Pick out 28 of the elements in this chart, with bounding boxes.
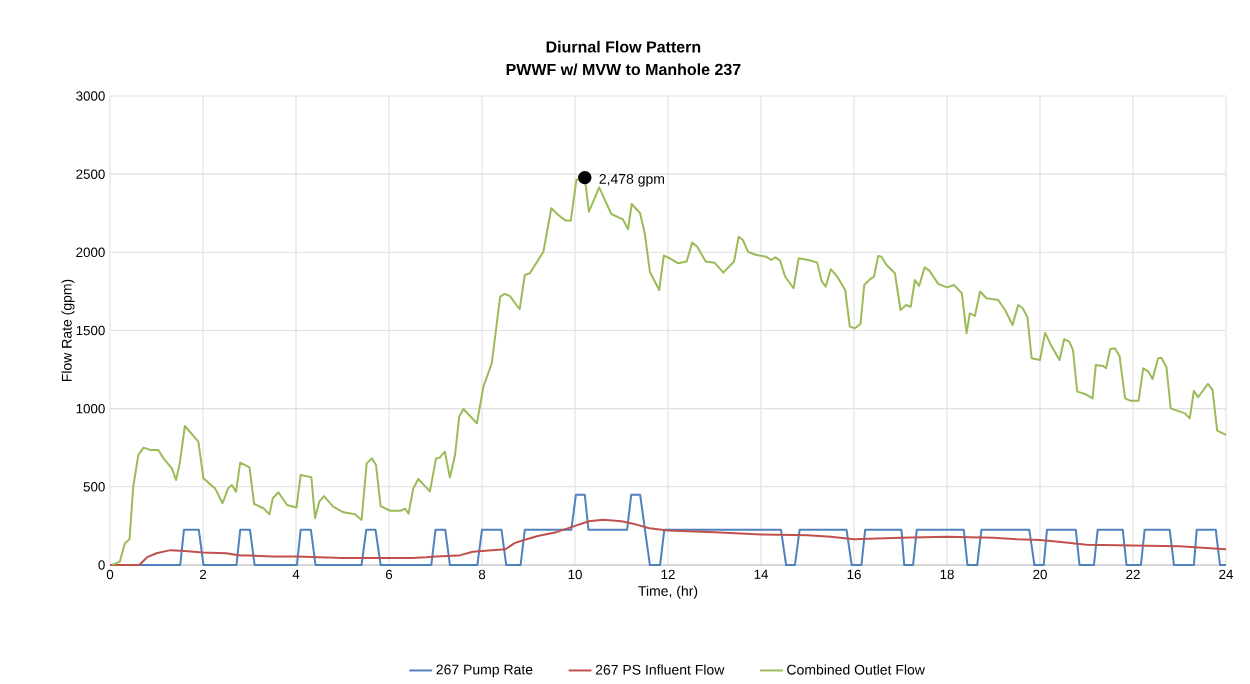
y-tick-label: 500 (83, 482, 105, 492)
y-tick-label: 2000 (76, 247, 105, 258)
x-tick-label: 14 (754, 569, 769, 579)
x-tick-label: 18 (940, 569, 954, 580)
chart-title: Diurnal Flow Pattern (546, 40, 701, 53)
legend-label: Combined Outlet Flow (787, 664, 925, 675)
y-tick-label: 1500 (76, 325, 105, 336)
y-tick-label: 0 (98, 560, 105, 570)
x-tick-label: 0 (106, 569, 114, 580)
x-tick-label: 8 (478, 569, 486, 580)
x-tick-label: 12 (661, 569, 675, 580)
x-tick-label: 2 (199, 569, 207, 580)
x-tick-label: 24 (1219, 569, 1234, 580)
legend-label: 267 Pump Rate (436, 664, 533, 678)
x-tick-label: 20 (1033, 569, 1047, 580)
x-tick-label: 10 (568, 569, 582, 580)
x-tick-label: 4 (292, 569, 300, 579)
y-tick-label: 3000 (76, 91, 105, 101)
x-tick-label: 22 (1126, 569, 1140, 580)
y-tick-label: 1000 (76, 403, 105, 414)
x-tick-label: 16 (847, 569, 861, 580)
legend-label: 267 PS Influent Flow (595, 664, 725, 675)
chart-subtitle: PWWF w/ MVW to Manhole 237 (506, 63, 741, 76)
y-tick-label: 2500 (76, 169, 105, 179)
annotation: 2,478 gpm (599, 173, 665, 187)
x-tick-label: 6 (385, 569, 393, 580)
x-axis-title: Time, (hr) (638, 585, 698, 599)
y-axis-title: Flow Rate (gpm) (61, 279, 75, 382)
